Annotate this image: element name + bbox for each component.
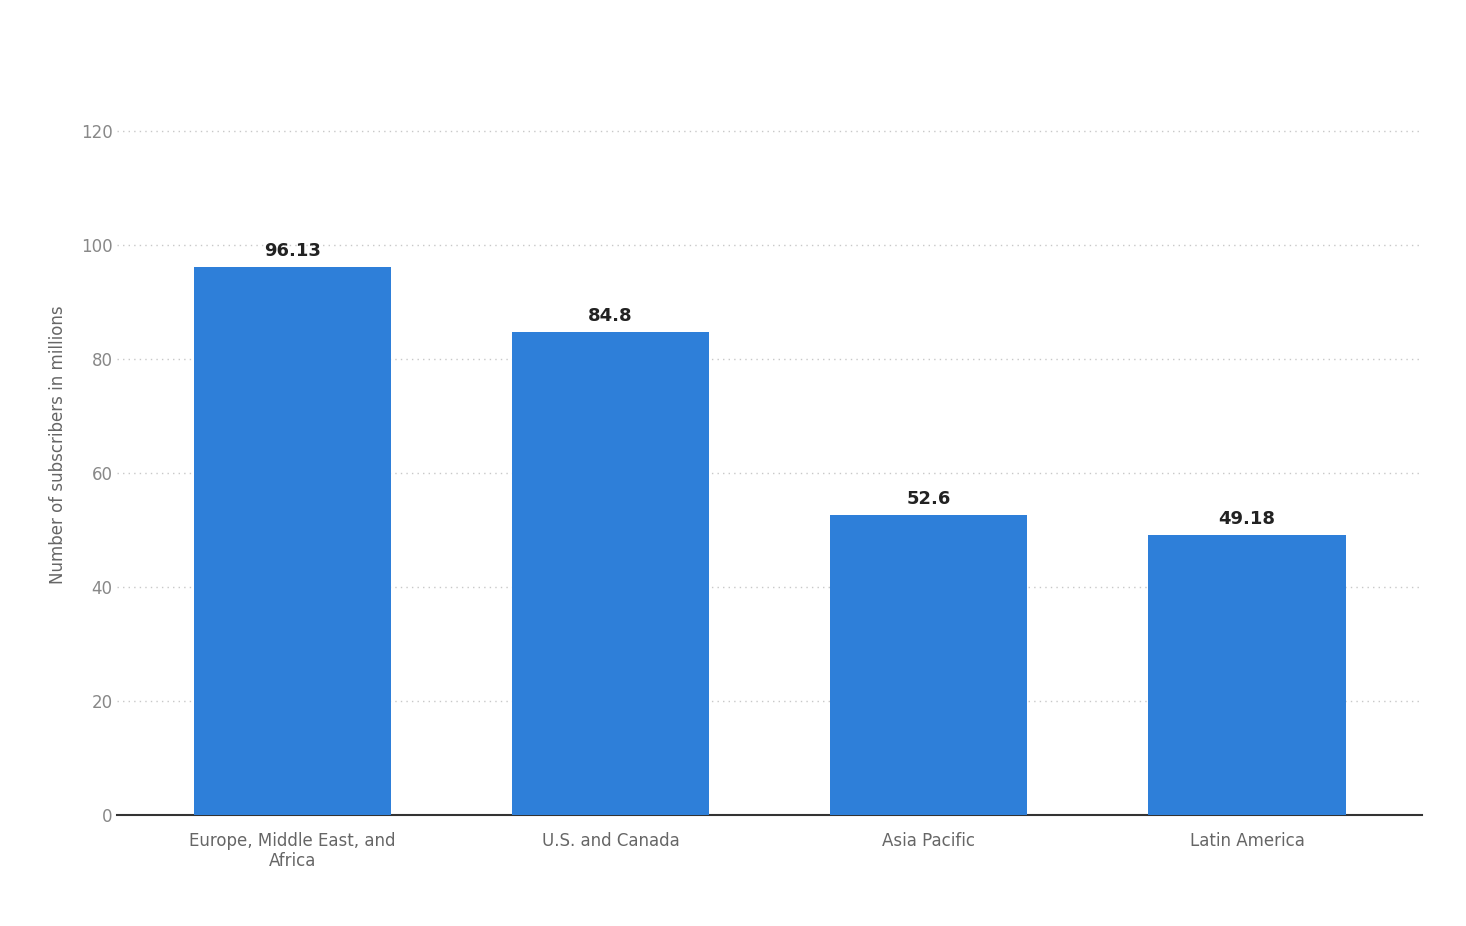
Y-axis label: Number of subscribers in millions: Number of subscribers in millions: [48, 306, 67, 583]
Text: 84.8: 84.8: [588, 307, 633, 325]
Text: 96.13: 96.13: [264, 243, 321, 260]
Text: 52.6: 52.6: [906, 490, 951, 508]
Bar: [830, 515, 1028, 815]
Bar: [512, 332, 710, 815]
Bar: [1148, 534, 1346, 815]
Text: 49.18: 49.18: [1218, 510, 1275, 528]
Bar: [194, 267, 391, 815]
